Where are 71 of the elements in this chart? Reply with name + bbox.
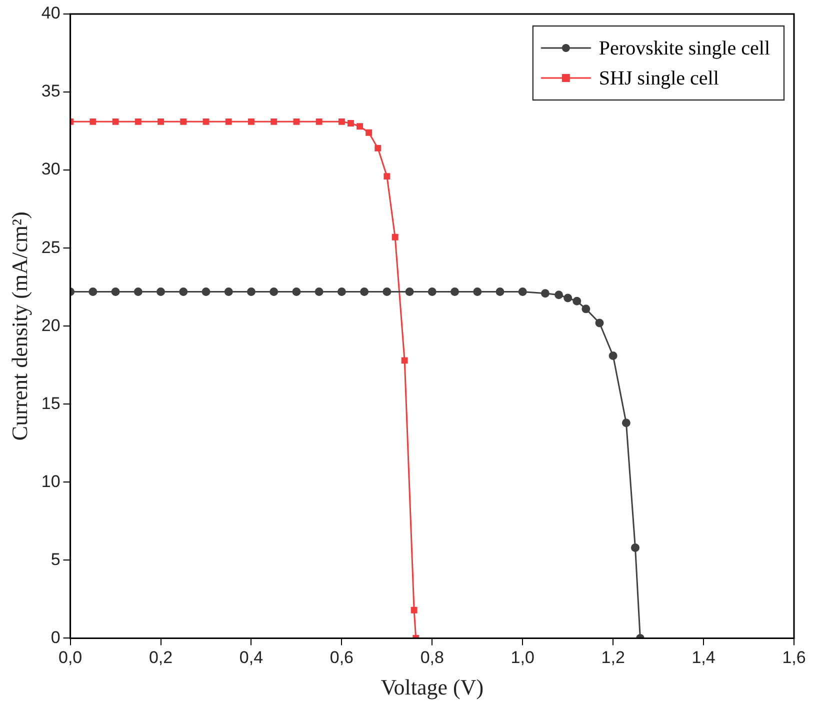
- point: [293, 118, 300, 125]
- point: [384, 173, 390, 180]
- point: [88, 288, 98, 296]
- legend-label: SHJ single cell: [598, 67, 720, 90]
- point: [392, 234, 398, 240]
- point: [224, 288, 233, 296]
- point: [156, 288, 166, 296]
- point: [473, 288, 482, 296]
- x-tick-label: 0,0: [58, 648, 82, 668]
- point: [554, 290, 564, 300]
- point: [382, 288, 392, 296]
- y-tick-label: 25: [41, 238, 60, 257]
- point: [112, 118, 119, 125]
- point: [630, 543, 640, 552]
- y-tick-label: 15: [41, 394, 60, 413]
- point: [111, 288, 120, 296]
- point: [134, 288, 142, 296]
- point: [356, 123, 364, 130]
- point: [316, 118, 322, 125]
- point: [292, 288, 301, 296]
- point: [366, 129, 372, 136]
- point: [338, 118, 345, 125]
- x-tick-label: 1,0: [510, 648, 534, 668]
- y-tick-label: 35: [41, 82, 60, 101]
- x-tick-label: 0,6: [330, 648, 354, 668]
- x-tick-label: 0,4: [239, 648, 264, 668]
- point: [202, 118, 210, 125]
- y-tick-label: 0: [50, 628, 60, 647]
- x-tick-label: 1,2: [601, 648, 625, 668]
- point: [496, 288, 504, 296]
- point: [564, 294, 572, 302]
- x-tick-label: 1,4: [692, 648, 716, 668]
- point: [608, 352, 618, 360]
- point: [179, 288, 188, 296]
- point: [270, 118, 278, 125]
- point: [572, 296, 582, 306]
- point: [410, 606, 418, 614]
- point: [518, 288, 527, 296]
- point: [246, 288, 256, 296]
- y-tick-label: 20: [41, 316, 60, 335]
- x-axis-title: Voltage (V): [380, 674, 484, 700]
- point: [450, 288, 460, 296]
- point: [405, 288, 414, 296]
- point: [401, 357, 408, 364]
- point: [158, 118, 164, 125]
- point: [314, 288, 324, 296]
- point: [582, 304, 590, 314]
- point: [595, 318, 604, 328]
- x-tick-label: 0,2: [148, 648, 173, 668]
- x-tick-label: 1,6: [782, 648, 806, 668]
- point: [180, 118, 187, 125]
- point: [134, 118, 142, 125]
- point: [270, 288, 278, 296]
- y-axis-title: Current density (mA/cm²): [6, 212, 32, 441]
- point: [540, 289, 550, 298]
- point: [360, 288, 369, 296]
- point: [622, 418, 630, 428]
- point: [202, 288, 210, 296]
- point: [428, 288, 436, 296]
- y-tick-label: 10: [41, 472, 60, 491]
- point: [374, 144, 382, 152]
- x-tick-label: 0,8: [420, 648, 444, 668]
- point: [90, 118, 96, 125]
- y-tick-label: 30: [41, 160, 60, 179]
- point: [248, 118, 254, 125]
- point: [348, 120, 354, 126]
- point: [337, 288, 346, 296]
- y-tick-label: 40: [41, 4, 60, 23]
- y-tick-label: 5: [50, 550, 60, 569]
- legend-label: Perovskite single cell: [598, 37, 770, 60]
- point: [225, 118, 232, 125]
